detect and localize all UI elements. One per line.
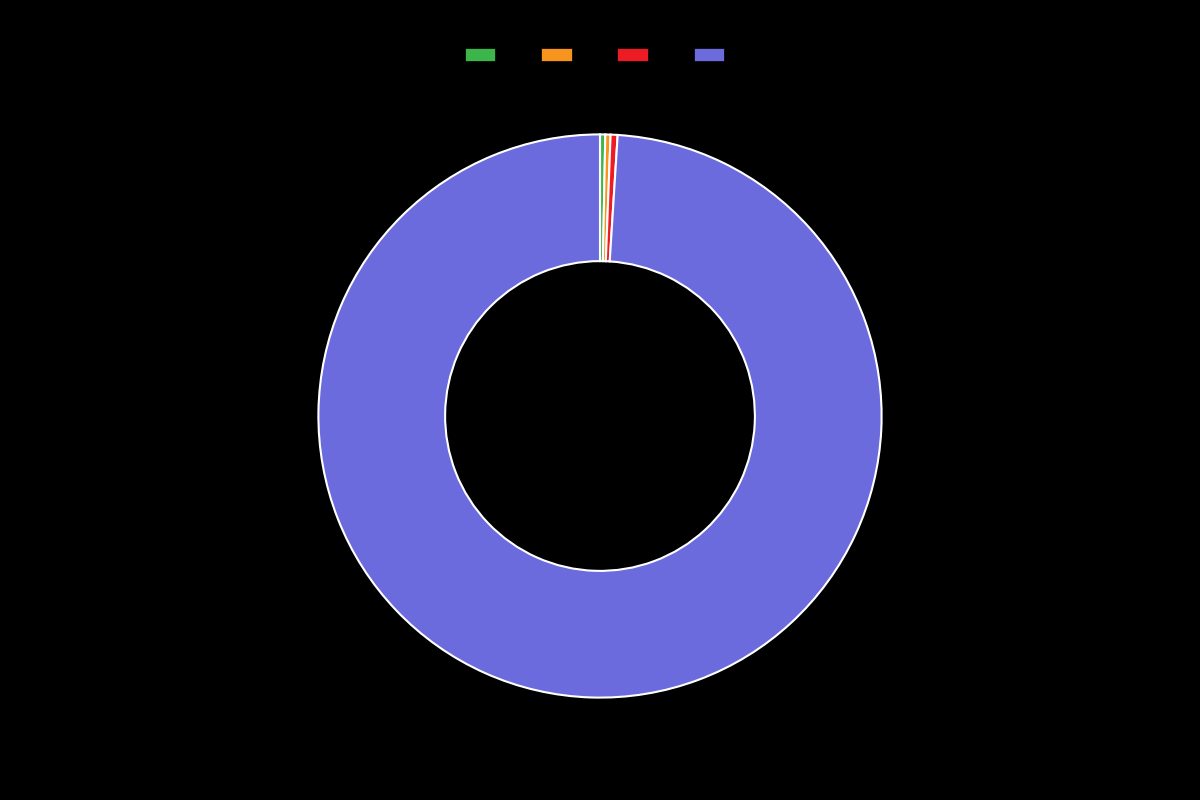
Wedge shape — [602, 134, 611, 262]
Legend: , , , : , , , — [460, 42, 740, 68]
Wedge shape — [318, 134, 882, 698]
Wedge shape — [606, 134, 618, 262]
Wedge shape — [600, 134, 605, 261]
